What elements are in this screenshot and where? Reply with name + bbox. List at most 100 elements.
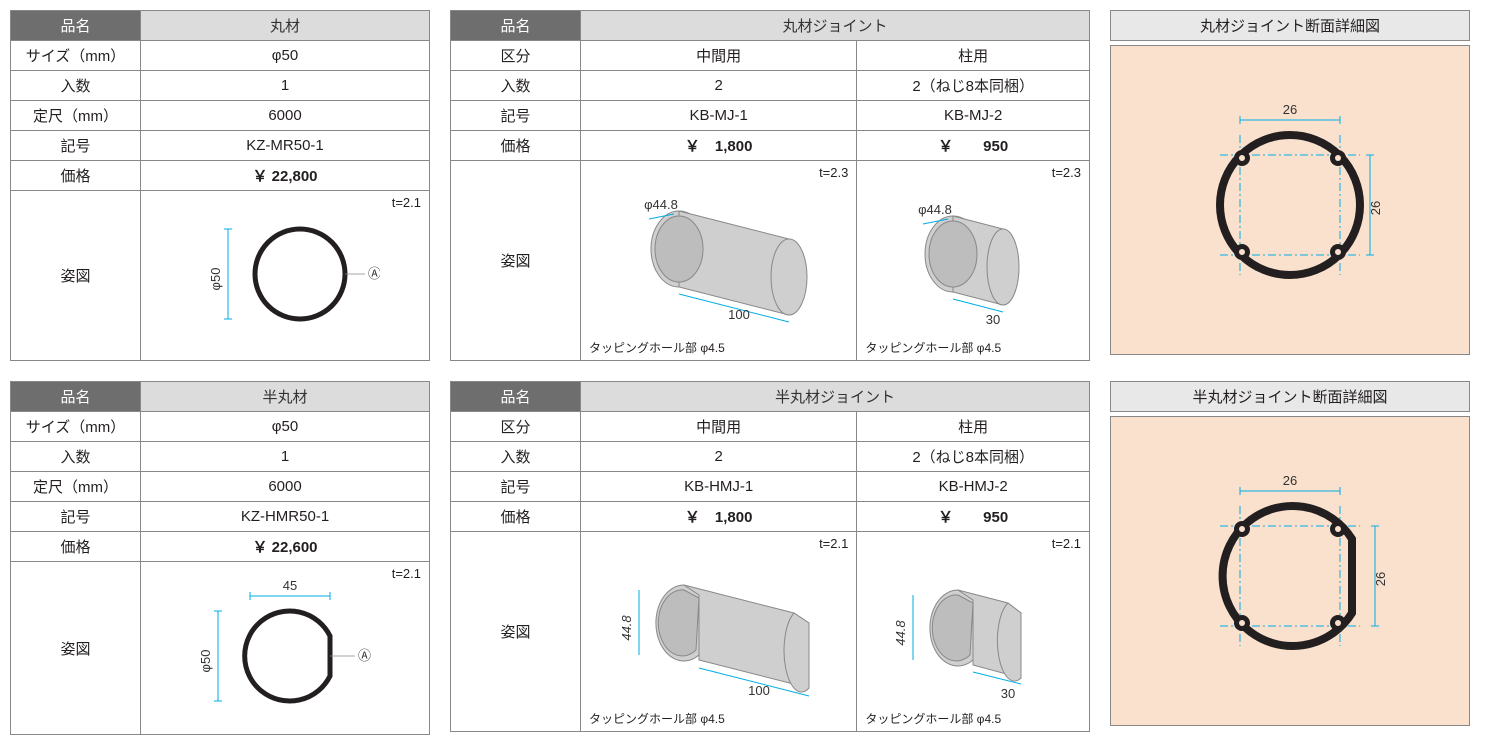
hanmaruzai-cross-wrap: 半丸材ジョイント断面詳細図 26 26: [1110, 381, 1470, 735]
mj-col2-category: 柱用: [857, 41, 1090, 71]
mj-col1-note: t=2.3: [819, 165, 848, 180]
mj-col1-price: ￥ 1,800: [581, 131, 857, 161]
maruzai-size: φ50: [141, 41, 430, 71]
maruzai-diam-label: φ50: [208, 267, 223, 290]
maruzai-cross-box: 26 26: [1110, 45, 1470, 355]
hmj-col1-qty: 2: [581, 442, 857, 472]
hmj-col1-diam: 44.8: [619, 614, 634, 640]
maruzai-note: t=2.1: [392, 195, 421, 210]
label-size: サイズ（mm）: [11, 41, 141, 71]
header-product-name-2: 品名: [451, 11, 581, 41]
hanmaruzai-cross-dimw: 26: [1283, 473, 1297, 488]
header-product-name: 品名: [11, 11, 141, 41]
hanmaruzai-figure-svg: φ50 45 Ⓐ: [180, 566, 390, 726]
label-category: 区分: [451, 41, 581, 71]
hanmaruzai-marker: Ⓐ: [358, 648, 371, 663]
maruzai-cross-wrap: 丸材ジョイント断面詳細図 26 26: [1110, 10, 1470, 361]
label-code-3: 記号: [11, 502, 141, 532]
label-price-4: 価格: [451, 502, 581, 532]
hmj-col1-note: t=2.1: [819, 536, 848, 551]
maruzai-figure-cell: t=2.1 φ50 Ⓐ: [141, 191, 430, 361]
mj-col2-price: ￥ 950: [857, 131, 1090, 161]
label-qty-2: 入数: [451, 71, 581, 101]
mj-col2-fig: t=2.3 30 φ44.8 タッピングホール部 φ4.5: [857, 161, 1090, 361]
hanmaruzai-length: 6000: [141, 472, 430, 502]
label-qty-4: 入数: [451, 442, 581, 472]
label-code-4: 記号: [451, 472, 581, 502]
hanmaruzai-table: 品名 半丸材 サイズ（mm） φ50 入数 1 定尺（mm） 6000 記号 K…: [10, 381, 430, 735]
hmj-col1-fig: t=2.1 100 44.8 タッピングホール部 φ4.5: [581, 532, 857, 732]
hanmaruzai-qty: 1: [141, 442, 430, 472]
mj-col1-diam: φ44.8: [644, 197, 678, 212]
hmj-col2-len: 30: [1001, 686, 1015, 701]
hmj-col2-category: 柱用: [857, 412, 1090, 442]
label-price: 価格: [11, 161, 141, 191]
hmj-col2-fig: t=2.1 30 44.8 タッピングホール部 φ4.5: [857, 532, 1090, 732]
maruzai-joint-table: 品名 丸材ジョイント 区分 中間用 柱用 入数 2 2（ねじ8本同梱） 記号 K…: [450, 10, 1090, 361]
label-qty-3: 入数: [11, 442, 141, 472]
label-code: 記号: [11, 131, 141, 161]
hanmaruzai-cross-dimh: 26: [1373, 572, 1388, 586]
maruzai-cross-title: 丸材ジョイント断面詳細図: [1110, 10, 1470, 41]
mj-col1-footer: タッピングホール部 φ4.5: [589, 339, 725, 356]
hmj-col2-note: t=2.1: [1052, 536, 1081, 551]
maruzai-figure-svg: φ50 Ⓐ: [190, 199, 380, 349]
hmj-col1-category: 中間用: [581, 412, 857, 442]
maruzai-cross-dimw: 26: [1283, 102, 1297, 117]
label-price-3: 価格: [11, 532, 141, 562]
label-figure-4: 姿図: [451, 532, 581, 732]
hmj-col1-price: ￥ 1,800: [581, 502, 857, 532]
maruzai-qty: 1: [141, 71, 430, 101]
mj-col2-qty: 2（ねじ8本同梱）: [857, 71, 1090, 101]
mj-col2-diam: φ44.8: [918, 202, 952, 217]
label-length-2: 定尺（mm）: [11, 472, 141, 502]
hanmaruzai-figure-cell: t=2.1 φ50 45 Ⓐ: [141, 562, 430, 735]
label-price-2: 価格: [451, 131, 581, 161]
mj-col2-svg: 30 φ44.8: [873, 179, 1073, 339]
hanmaruzai-note: t=2.1: [392, 566, 421, 581]
mj-col1-code: KB-MJ-1: [581, 101, 857, 131]
maruzai-length: 6000: [141, 101, 430, 131]
label-figure: 姿図: [11, 191, 141, 361]
hanmaruzai-size: φ50: [141, 412, 430, 442]
label-category-2: 区分: [451, 412, 581, 442]
hanmaruzai-diam-label: φ50: [198, 650, 213, 673]
hanmaruzai-joint-table: 品名 半丸材ジョイント 区分 中間用 柱用 入数 2 2（ねじ8本同梱） 記号 …: [450, 381, 1090, 732]
hmj-col1-footer: タッピングホール部 φ4.5: [589, 710, 725, 727]
hanmaruzai-title: 半丸材: [141, 382, 430, 412]
hanmaruzai-price: ￥ 22,600: [141, 532, 430, 562]
hanmaruzai-joint-table-wrap: 品名 半丸材ジョイント 区分 中間用 柱用 入数 2 2（ねじ8本同梱） 記号 …: [450, 381, 1090, 735]
hanmaruzai-width-label: 45: [283, 578, 297, 593]
mj-col1-svg: 100 φ44.8: [599, 179, 839, 339]
maruzai-table: 品名 丸材 サイズ（mm） φ50 入数 1 定尺（mm） 6000 記号 KZ…: [10, 10, 430, 361]
hanmaruzai-code: KZ-HMR50-1: [141, 502, 430, 532]
header-product-name-3: 品名: [11, 382, 141, 412]
label-size-2: サイズ（mm）: [11, 412, 141, 442]
maruzai-title: 丸材: [141, 11, 430, 41]
label-qty: 入数: [11, 71, 141, 101]
mj-col2-len: 30: [986, 312, 1000, 327]
hanmaruzai-table-wrap: 品名 半丸材 サイズ（mm） φ50 入数 1 定尺（mm） 6000 記号 K…: [10, 381, 430, 735]
hmj-col2-footer: タッピングホール部 φ4.5: [865, 710, 1001, 727]
mj-col2-code: KB-MJ-2: [857, 101, 1090, 131]
hanmaruzai-cross-box: 26 26: [1110, 416, 1470, 726]
mj-col2-note: t=2.3: [1052, 165, 1081, 180]
hmj-col1-svg: 100 44.8: [599, 550, 839, 710]
mj-col1-len: 100: [728, 307, 750, 322]
hmj-col1-len: 100: [748, 683, 770, 698]
hanmaruzai-cross-title: 半丸材ジョイント断面詳細図: [1110, 381, 1470, 412]
maruzai-marker: Ⓐ: [368, 266, 380, 281]
hmj-col2-price: ￥ 950: [857, 502, 1090, 532]
hmj-col1-code: KB-HMJ-1: [581, 472, 857, 502]
maruzai-joint-table-wrap: 品名 丸材ジョイント 区分 中間用 柱用 入数 2 2（ねじ8本同梱） 記号 K…: [450, 10, 1090, 361]
label-code-2: 記号: [451, 101, 581, 131]
mj-col1-qty: 2: [581, 71, 857, 101]
maruzai-cross-svg: 26 26: [1170, 80, 1410, 320]
maruzai-joint-title: 丸材ジョイント: [581, 11, 1090, 41]
label-figure-3: 姿図: [11, 562, 141, 735]
hmj-col2-diam: 44.8: [893, 619, 908, 645]
label-length: 定尺（mm）: [11, 101, 141, 131]
maruzai-cross-dimh: 26: [1368, 201, 1383, 215]
hanmaruzai-cross-svg: 26 26: [1170, 451, 1410, 691]
label-figure-2: 姿図: [451, 161, 581, 361]
